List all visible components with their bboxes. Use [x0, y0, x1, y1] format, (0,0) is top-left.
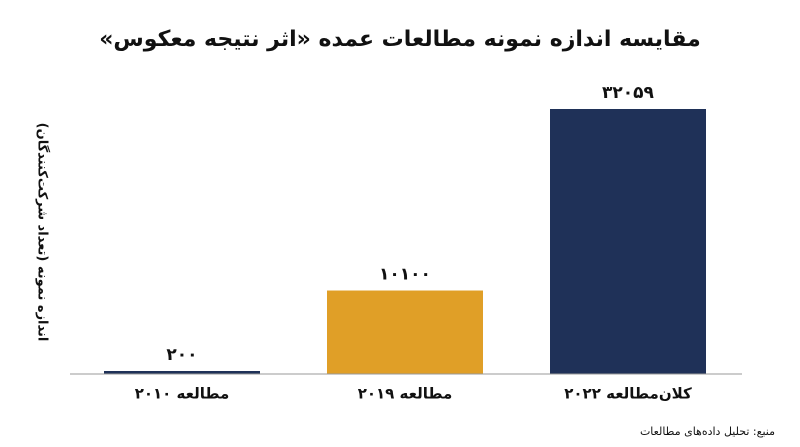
- bar: [550, 109, 706, 374]
- bar: [327, 290, 483, 374]
- value-label: ۳۲۰۵۹: [602, 83, 655, 103]
- y-axis-label: اندازه نمونه (تعداد شرکت‌کنندگان): [35, 123, 51, 342]
- x-tick-label: مطالعه ۲۰۱۹: [358, 385, 453, 403]
- bar: [104, 371, 260, 374]
- x-tick-label: کلان‌مطالعه ۲۰۲۲: [564, 385, 692, 403]
- x-tick-label: مطالعه ۲۰۱۰: [135, 385, 230, 403]
- value-label: ۲۰۰: [166, 345, 197, 365]
- chart-title: مقایسه اندازه نمونه مطالعات عمده «اثر نت…: [99, 27, 701, 52]
- value-label: ۱۰۱۰۰: [379, 265, 431, 285]
- source: منبع: تحلیل داده‌های مطالعات: [640, 425, 775, 438]
